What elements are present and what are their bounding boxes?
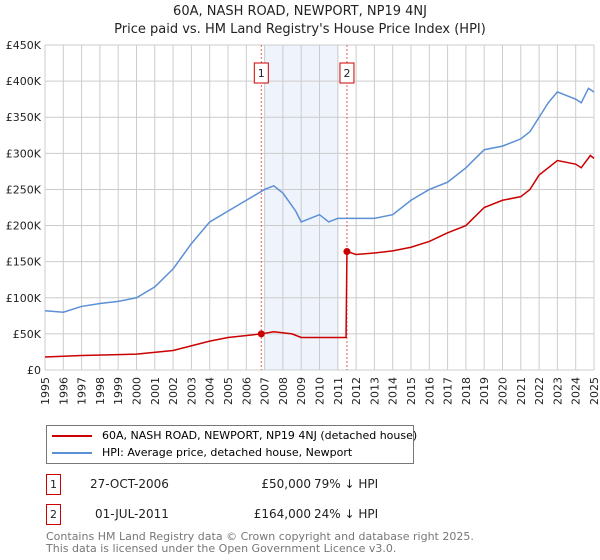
series-line	[44, 87, 595, 313]
x-tick-label: 2008	[277, 377, 290, 405]
y-tick-label: £450K	[6, 39, 42, 52]
sale-price: £50,000	[261, 477, 311, 491]
sale-date: 01-JUL-2011	[95, 507, 169, 521]
x-tick-label: 2021	[515, 377, 528, 405]
x-tick-label: 2003	[185, 377, 198, 405]
x-tick-label: 2006	[240, 377, 253, 405]
sale-date: 27-OCT-2006	[90, 477, 169, 491]
legend-red-line	[52, 435, 92, 437]
x-tick-label: 2022	[533, 377, 546, 405]
x-tick-label: 2010	[314, 377, 327, 405]
legend-blue-line	[52, 452, 92, 454]
x-tick-label: 2004	[204, 377, 217, 405]
x-tick-label: 2014	[387, 377, 400, 405]
sale-marker-1: 1	[46, 474, 61, 495]
legend-item-property: 60A, NASH ROAD, NEWPORT, NP19 4NJ (detac…	[102, 429, 418, 442]
x-tick-label: 1995	[39, 377, 52, 405]
sale-label-box	[339, 62, 355, 84]
sale-label-box	[253, 62, 269, 84]
y-tick-label: £350K	[6, 111, 42, 124]
y-tick-label: £100K	[6, 292, 42, 305]
sale-price: £164,000	[253, 507, 311, 521]
x-tick-label: 2005	[222, 377, 235, 405]
x-tick-label: 2023	[551, 377, 564, 405]
x-tick-label: 2012	[350, 377, 363, 405]
x-tick-label: 2000	[131, 377, 144, 405]
x-tick-label: 2009	[295, 377, 308, 405]
y-tick-label: £0	[27, 364, 41, 377]
sale-row-2: 2 01-JUL-2011 £164,000 24% ↓ HPI	[46, 504, 446, 525]
x-tick-label: 2007	[259, 377, 272, 405]
x-tick-label: 2016	[423, 377, 436, 405]
sale-hpi: 24% ↓ HPI	[314, 507, 379, 521]
x-tick-label: 2011	[332, 377, 345, 405]
x-tick-label: 1999	[112, 377, 125, 405]
chart-subtitle: Price paid vs. HM Land Registry's House …	[114, 22, 486, 37]
sale-row-1: 1 27-OCT-2006 £50,000 79% ↓ HPI	[46, 474, 446, 495]
sale-hpi: 79% ↓ HPI	[314, 477, 379, 491]
sale-marker-2: 2	[46, 504, 61, 525]
series-line	[44, 154, 595, 358]
x-tick-label: 2018	[460, 377, 473, 405]
legend: 60A, NASH ROAD, NEWPORT, NP19 4NJ (detac…	[46, 425, 418, 464]
x-tick-label: 2015	[405, 377, 418, 405]
y-tick-label: £200K	[6, 220, 42, 233]
x-tick-label: 1996	[57, 377, 70, 405]
chart-title: 60A, NASH ROAD, NEWPORT, NP19 4NJ	[173, 4, 427, 19]
y-tick-label: £300K	[6, 147, 42, 160]
sale-point	[343, 248, 351, 256]
footer: Contains HM Land Registry data © Crown c…	[46, 531, 474, 555]
x-tick-label: 2019	[478, 377, 491, 405]
y-tick-label: £50K	[13, 328, 42, 341]
sale-point	[257, 330, 265, 338]
footer-line2: This data is licensed under the Open Gov…	[46, 542, 397, 555]
x-tick-label: 1997	[76, 377, 89, 405]
plot-area: 1995 1996 1997 1998 1999 2000 2001 2002 2003 2004…	[6, 39, 600, 405]
legend-item-hpi: HPI: Average price, detached house, Newp…	[102, 446, 353, 459]
x-tick-label: 2024	[570, 377, 583, 405]
x-tick-label: 2001	[149, 377, 162, 405]
footer-line1: Contains HM Land Registry data © Crown c…	[46, 530, 474, 543]
y-tick-label: £150K	[6, 256, 42, 269]
x-tick-label: 2025	[588, 377, 600, 405]
x-tick-label: 2017	[442, 377, 455, 405]
x-tick-label: 2002	[167, 377, 180, 405]
x-tick-label: 2020	[497, 377, 510, 405]
sale-label: 2	[343, 67, 350, 80]
x-tick-label: 1998	[94, 377, 107, 405]
y-tick-label: £400K	[6, 75, 42, 88]
y-tick-label: £250K	[6, 183, 42, 196]
x-tick-label: 2013	[368, 377, 381, 405]
sale-label: 1	[258, 67, 265, 80]
